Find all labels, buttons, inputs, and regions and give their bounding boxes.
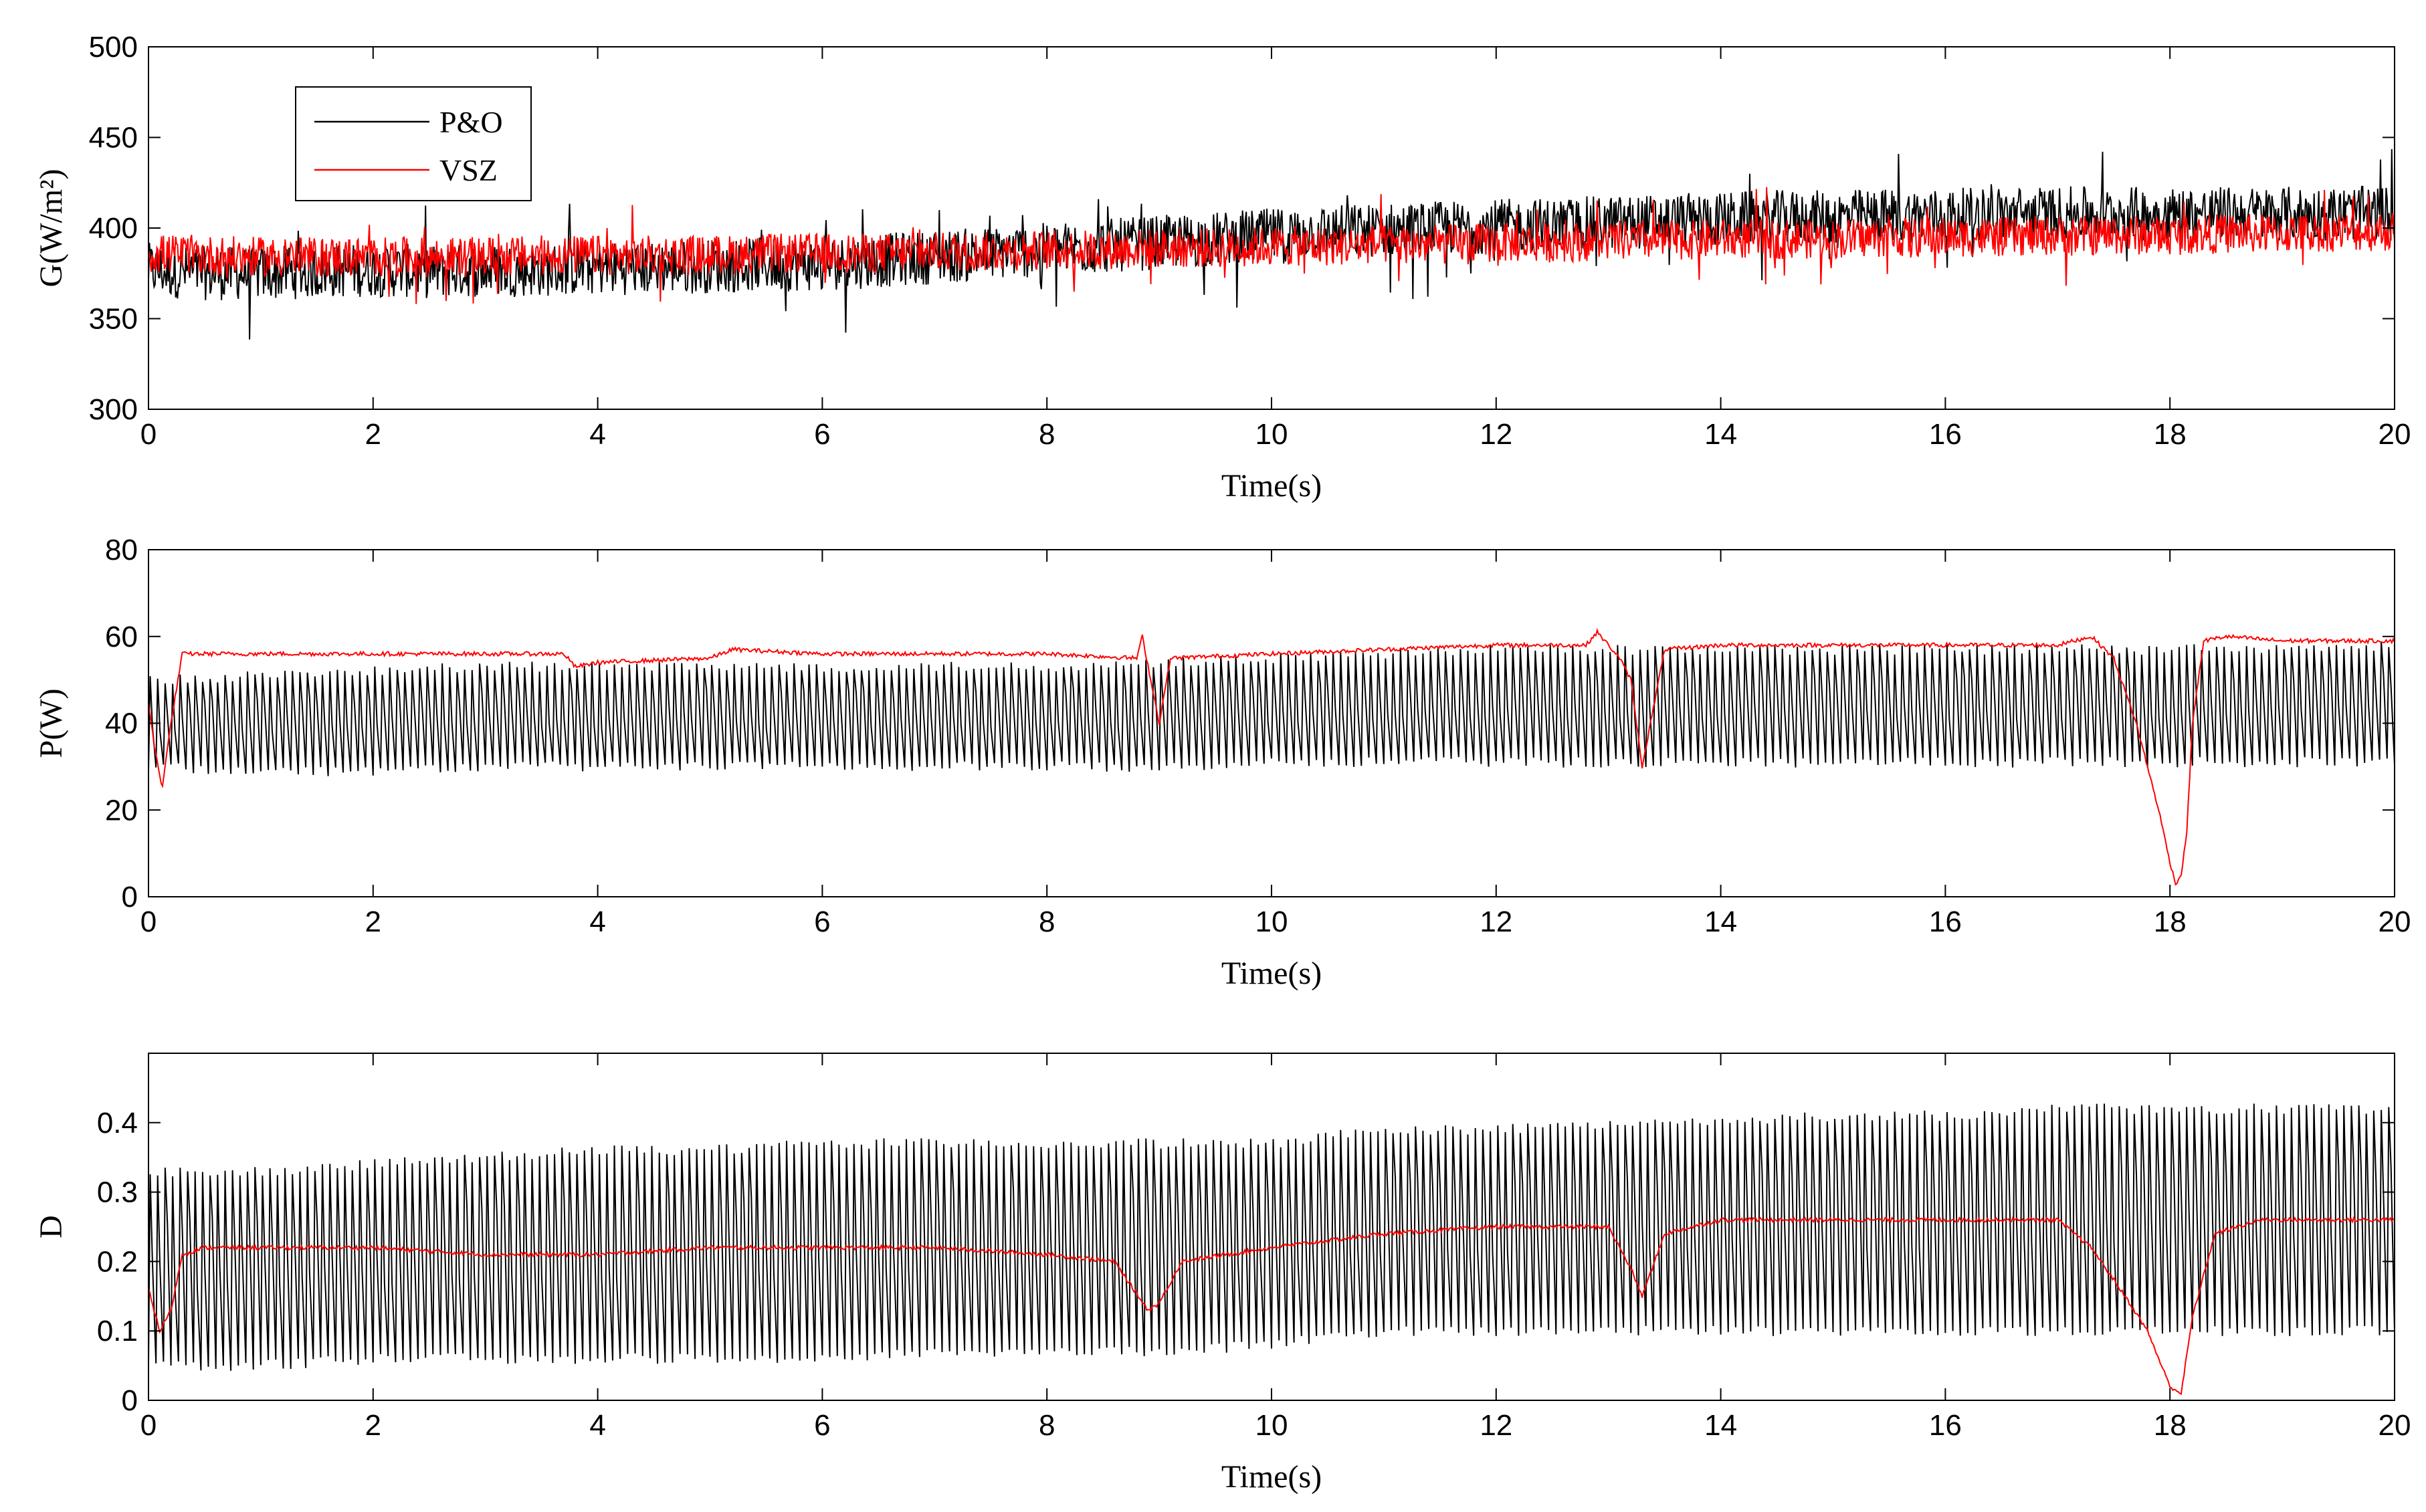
d-xtick-label: 16 bbox=[1929, 1409, 1962, 1442]
p-ytick-label: 40 bbox=[105, 708, 138, 740]
p-ytick-label: 60 bbox=[105, 621, 138, 653]
p-xtick-label: 18 bbox=[2154, 905, 2187, 938]
g-ytick-label: 300 bbox=[89, 393, 138, 426]
p-xtick-label: 14 bbox=[1704, 905, 1737, 938]
d-series-vsz-line bbox=[148, 1216, 2395, 1396]
g-ytick-label: 400 bbox=[89, 212, 138, 245]
g-xtick-label: 16 bbox=[1929, 418, 1962, 451]
p-xtick-label: 12 bbox=[1480, 905, 1512, 938]
d-plot-area bbox=[148, 1103, 2395, 1396]
d-series-po-line bbox=[148, 1103, 2395, 1371]
p-xtick-label: 2 bbox=[365, 905, 381, 938]
g-xtick-label: 14 bbox=[1704, 418, 1737, 451]
g-xtick-label: 20 bbox=[2379, 418, 2411, 451]
g-xtick-label: 10 bbox=[1255, 418, 1288, 451]
p-ylabel: P(W) bbox=[33, 689, 69, 758]
p-ytick-label: 0 bbox=[122, 881, 138, 913]
p-xtick-label: 16 bbox=[1929, 905, 1962, 938]
p-plot-area bbox=[148, 627, 2395, 886]
g-xtick-label: 4 bbox=[589, 418, 605, 451]
d-xtick-label: 6 bbox=[814, 1409, 830, 1442]
p-xtick-label: 6 bbox=[814, 905, 830, 938]
d-xtick-label: 4 bbox=[589, 1409, 605, 1442]
d-ytick-label: 0 bbox=[122, 1384, 138, 1417]
d-ytick-label: 0.2 bbox=[97, 1245, 138, 1278]
g-xtick-label: 18 bbox=[2154, 418, 2187, 451]
p-xtick-label: 8 bbox=[1039, 905, 1055, 938]
panel-duty-cycle: 0 2 4 6 8 10 12 14 16 18 20 0 0.1 0.2 0.3 0.4 Time(s) D bbox=[33, 1053, 2411, 1495]
legend-label-po: P&O bbox=[439, 105, 503, 139]
g-xtick-label: 0 bbox=[140, 418, 157, 451]
p-xtick-label: 10 bbox=[1255, 905, 1288, 938]
d-xtick-label: 10 bbox=[1255, 1409, 1288, 1442]
p-xtick-label: 4 bbox=[589, 905, 605, 938]
d-xtick-label: 12 bbox=[1480, 1409, 1512, 1442]
g-series-vsz-line bbox=[148, 187, 2395, 304]
g-xtick-label: 6 bbox=[814, 418, 830, 451]
d-xtick-label: 0 bbox=[140, 1409, 157, 1442]
p-series-vsz-line bbox=[148, 627, 2395, 886]
g-ytick-label: 450 bbox=[89, 122, 138, 154]
d-xtick-label: 2 bbox=[365, 1409, 381, 1442]
legend-box bbox=[295, 86, 532, 201]
g-plot-area bbox=[148, 148, 2395, 340]
p-xlabel: Time(s) bbox=[1221, 956, 1322, 991]
g-ytick-label: 500 bbox=[89, 31, 138, 64]
legend: P&O VSZ bbox=[295, 86, 532, 201]
d-ylabel: D bbox=[33, 1215, 69, 1238]
d-xtick-label: 14 bbox=[1704, 1409, 1737, 1442]
g-ytick-label: 350 bbox=[89, 303, 138, 336]
d-xtick-label: 8 bbox=[1039, 1409, 1055, 1442]
g-xlabel: Time(s) bbox=[1221, 468, 1322, 504]
d-xtick-label: 18 bbox=[2154, 1409, 2187, 1442]
g-xtick-label: 8 bbox=[1039, 418, 1055, 451]
p-xtick-label: 20 bbox=[2379, 905, 2411, 938]
d-xlabel: Time(s) bbox=[1221, 1459, 1322, 1495]
p-ytick-label: 80 bbox=[105, 534, 138, 566]
p-ytick-label: 20 bbox=[105, 794, 138, 827]
g-xtick-label: 2 bbox=[365, 418, 381, 451]
d-ytick-label: 0.1 bbox=[97, 1315, 138, 1347]
d-ytick-label: 0.3 bbox=[97, 1176, 138, 1209]
g-xtick-label: 12 bbox=[1480, 418, 1512, 451]
p-xtick-label: 0 bbox=[140, 905, 157, 938]
p-series-po-line bbox=[148, 641, 2395, 776]
g-ylabel: G(W/m²) bbox=[33, 169, 69, 288]
legend-label-vsz: VSZ bbox=[439, 153, 498, 187]
panel-power: 0 2 4 6 8 10 12 14 16 18 20 0 20 40 60 80 Time(s) P(W) bbox=[33, 534, 2411, 991]
d-ytick-label: 0.4 bbox=[97, 1107, 138, 1140]
panel-irradiance: 0 2 4 6 8 10 12 14 16 18 20 300 350 400 450 500 Time(s) G… bbox=[33, 31, 2411, 504]
d-xtick-label: 20 bbox=[2379, 1409, 2411, 1442]
